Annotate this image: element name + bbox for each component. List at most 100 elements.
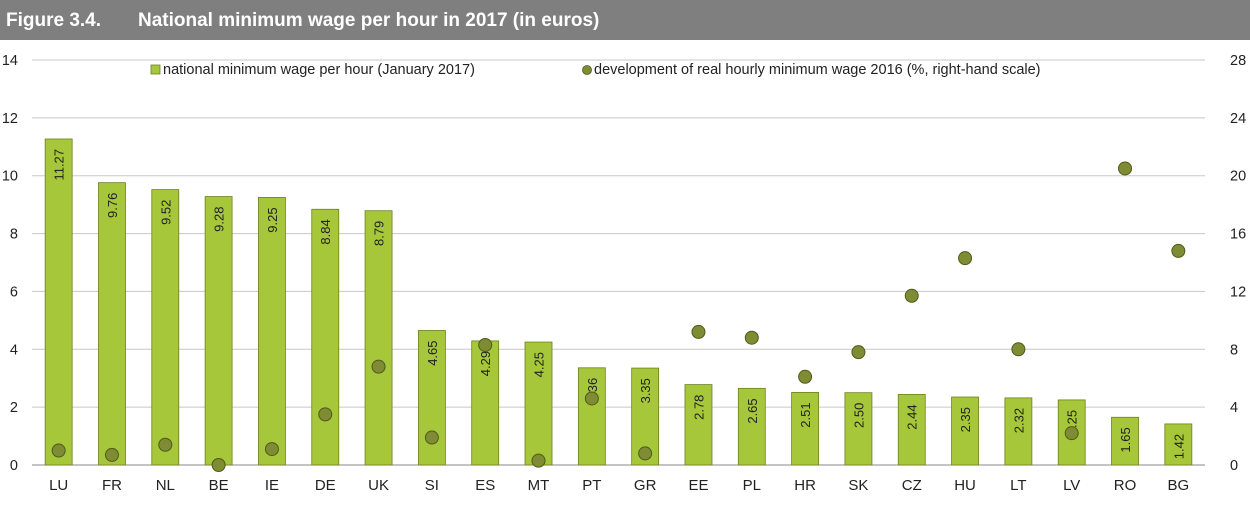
- left-tick-label: 0: [10, 458, 18, 474]
- bar-value-label: 2.50: [851, 403, 866, 428]
- legend-bar-swatch: [150, 64, 161, 75]
- legend: national minimum wage per hour (January …: [150, 62, 1041, 78]
- left-tick-label: 12: [2, 111, 18, 127]
- bar-value-label: 2.51: [798, 402, 813, 427]
- bar-value-label: 9.76: [105, 193, 120, 218]
- data-point: [691, 324, 706, 339]
- legend-dot-swatch: [582, 65, 592, 75]
- category-label: DE: [315, 477, 336, 494]
- bar-value-label: 1.42: [1171, 434, 1186, 459]
- category-label: BG: [1167, 477, 1189, 494]
- category-label: FR: [102, 477, 122, 494]
- bar: [791, 391, 820, 466]
- bar-value-label: 1.65: [1118, 427, 1133, 452]
- category-label: SK: [848, 477, 868, 494]
- data-point: [638, 446, 653, 461]
- x-axis-labels: LU FR NL BE IE DE UK SI ES MT PT GR EE PL HR SK CZ HU LT LV…: [49, 477, 1189, 494]
- left-tick-label: 2: [10, 400, 18, 416]
- left-tick-label: 14: [2, 53, 18, 69]
- legend-dot-label: development of real hourly minimum wage …: [594, 62, 1041, 78]
- bar-value-label: 4.65: [425, 340, 440, 365]
- data-point: [1171, 243, 1186, 258]
- right-tick-label: 0: [1230, 458, 1238, 474]
- category-label: BE: [209, 477, 229, 494]
- data-point: [371, 359, 386, 374]
- right-tick-label: 28: [1230, 53, 1246, 69]
- data-point: [158, 437, 173, 452]
- category-label: HR: [794, 477, 816, 494]
- bar-value-label: 9.25: [265, 207, 280, 232]
- category-label: EE: [688, 477, 708, 494]
- category-label: ES: [475, 477, 495, 494]
- bar-value-label: 8.79: [372, 221, 387, 246]
- bar: [98, 182, 126, 466]
- category-label: LT: [1010, 477, 1026, 494]
- left-tick-label: 8: [10, 227, 18, 243]
- data-point: [744, 330, 759, 345]
- bar: [364, 210, 393, 466]
- right-axis: 0 4 8 12 16 20 24 28: [1230, 53, 1246, 474]
- bar: [1164, 423, 1193, 466]
- data-point: [51, 443, 66, 458]
- left-tick-label: 6: [10, 284, 18, 300]
- data-point: [584, 391, 599, 406]
- bar: [737, 387, 766, 466]
- left-tick-label: 10: [2, 169, 18, 185]
- bar: [1004, 397, 1033, 466]
- right-tick-label: 16: [1230, 227, 1246, 243]
- data-point: [478, 337, 493, 352]
- bar: [44, 138, 73, 466]
- bar: [258, 197, 286, 466]
- right-tick-label: 8: [1230, 342, 1238, 358]
- bar-value-label: 9.28: [212, 207, 227, 232]
- right-tick-label: 12: [1230, 284, 1246, 300]
- category-label: PL: [743, 477, 761, 494]
- category-label: GR: [634, 477, 657, 494]
- dots: [51, 161, 1186, 472]
- bar: [684, 384, 713, 466]
- bar-value-label: 8.84: [318, 219, 333, 244]
- bar-value-label: 4.25: [532, 352, 547, 377]
- category-label: PT: [582, 477, 601, 494]
- data-point: [531, 453, 546, 468]
- left-tick-label: 4: [10, 342, 18, 358]
- bar: [311, 208, 340, 466]
- data-point: [1011, 342, 1026, 357]
- left-axis: 0 2 4 6 8 10 12 14: [2, 53, 18, 474]
- right-tick-label: 4: [1230, 400, 1238, 416]
- data-point: [424, 430, 439, 445]
- bar-value-label: 11.27: [52, 149, 67, 181]
- bar: [471, 340, 500, 466]
- data-point: [211, 458, 226, 472]
- category-label: MT: [528, 477, 550, 494]
- category-label: HU: [954, 477, 976, 494]
- figure-title-bar: Figure 3.4. National minimum wage per ho…: [0, 0, 1250, 40]
- legend-bar-label: national minimum wage per hour (January …: [163, 62, 475, 78]
- category-label: UK: [368, 477, 389, 494]
- bar: [844, 392, 873, 466]
- bar-value-label: 9.52: [158, 200, 173, 225]
- category-label: IE: [265, 477, 279, 494]
- bar-value-label: 4.29: [478, 351, 493, 376]
- data-point: [1064, 426, 1079, 441]
- bar-value-label: 2.35: [958, 407, 973, 432]
- data-point: [264, 442, 279, 457]
- bar: [524, 341, 553, 466]
- bar-value-label: 2.44: [905, 404, 920, 429]
- bar: [897, 394, 926, 466]
- bar: [951, 396, 979, 466]
- data-point: [1118, 161, 1133, 176]
- data-point: [104, 447, 119, 462]
- right-tick-label: 24: [1230, 111, 1246, 127]
- data-point: [318, 407, 333, 422]
- bar-value-label: 2.32: [1011, 408, 1026, 433]
- category-label: LV: [1063, 477, 1080, 494]
- bar-value-label: 3.35: [638, 378, 653, 403]
- data-point: [958, 251, 973, 266]
- category-label: LU: [49, 477, 68, 494]
- bar: [577, 367, 606, 466]
- data-point: [798, 369, 813, 384]
- right-tick-label: 20: [1230, 169, 1246, 185]
- figure-number: Figure 3.4.: [6, 10, 102, 31]
